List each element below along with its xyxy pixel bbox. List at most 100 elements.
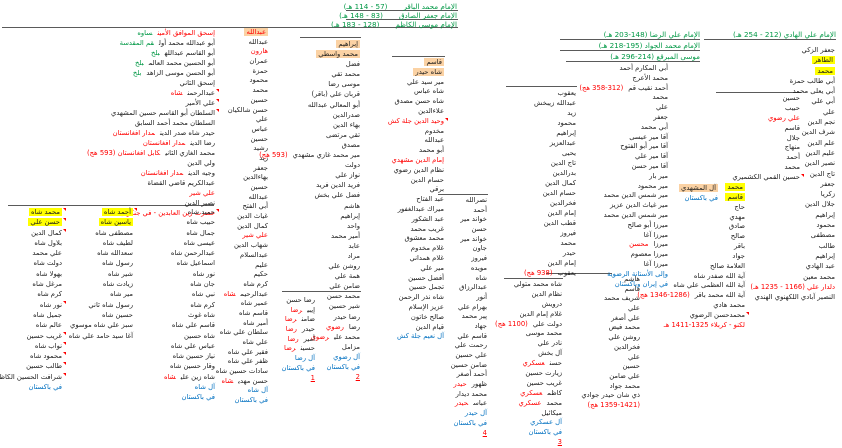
person-cell[interactable]: نواز علي (259, 170, 360, 180)
person-cell[interactable]: عبد الهادي (750, 261, 835, 271)
person-cell[interactable]: شاه زين علي شاه (164, 372, 215, 382)
person-cell[interactable]: تاج الدين (524, 158, 576, 168)
person-cell[interactable]: ميرزا معصوم (579, 250, 668, 260)
person-cell[interactable]: جميل شاه (0, 310, 62, 320)
person-cell[interactable]: عبدالكريم قاضي القضاة (87, 178, 215, 188)
person-cell[interactable]: بدرالدين (524, 168, 576, 178)
person-cell[interactable]: حمزة (216, 67, 268, 77)
person-cell[interactable]: مير شمس الدين محمد (579, 191, 668, 201)
person-cell[interactable]: علي الأمير (87, 98, 219, 108)
person-cell[interactable]: علي (579, 103, 668, 113)
person-cell[interactable]: مصدق (259, 140, 360, 150)
person-cell[interactable]: محمد عسكري (495, 399, 562, 409)
person-cell[interactable]: قاسم (732, 124, 800, 134)
person-cell[interactable]: العلامة صالح (637, 262, 745, 272)
person-cell[interactable]: محمود (216, 76, 269, 86)
person-cell[interactable]: محمد (750, 66, 835, 76)
imam-header-hadi[interactable]: الإمام علي الهادي (212 - 254 هـ) (733, 30, 836, 39)
person-cell[interactable]: أفضل حسين (388, 274, 444, 284)
person-cell[interactable]: طالب (750, 241, 835, 251)
person-cell[interactable]: آل المشهدي (679, 183, 718, 193)
person-cell[interactable]: جعفر (216, 164, 268, 174)
person-cell[interactable]: مير شمس الدين محمد (579, 211, 668, 221)
person-cell[interactable]: وحيد الدين جلة كش (388, 117, 449, 127)
person-cell[interactable]: شاه (451, 274, 487, 284)
person-cell[interactable]: محمد علي رضوي (259, 332, 360, 342)
person-cell[interactable]: ميراك عبدالغفور (388, 205, 444, 215)
person-cell[interactable]: مهدي (637, 213, 745, 223)
person-cell[interactable]: يعقوب (938 هج) (524, 268, 576, 278)
person-cell[interactable]: محمد (524, 238, 576, 248)
person-cell[interactable]: زكريا (750, 189, 835, 199)
imam-header-rida[interactable]: الإمام علي الرضا (148-203 هـ) (604, 30, 700, 39)
person-cell[interactable]: فضل علي بخش (259, 190, 360, 200)
person-cell[interactable]: حسن عسكري (495, 359, 563, 369)
person-cell[interactable]: إبراهيم (524, 128, 576, 138)
person-cell[interactable]: نواب شاه (0, 341, 67, 351)
person-cell[interactable]: مير علي (388, 264, 444, 274)
person-cell[interactable]: وإلى الأستانة الرضوية (579, 270, 668, 280)
person-cell[interactable]: كاظم عسكري (495, 389, 562, 399)
person-cell[interactable]: علي ضامن (581, 372, 640, 382)
person-cell[interactable]: رسول شاه (69, 258, 133, 268)
person-cell[interactable]: فيروز (524, 228, 576, 238)
person-cell[interactable]: پير محمد (451, 312, 487, 322)
person-cell[interactable]: آل عسكري (495, 418, 562, 428)
person-cell[interactable]: أبو محمد (388, 146, 444, 156)
person-cell[interactable]: علي (750, 107, 835, 117)
person-cell[interactable]: عليم الدين (750, 148, 835, 158)
person-cell[interactable]: أبي طالب حمزة (750, 76, 835, 86)
person-cell[interactable]: آل رضا (282, 354, 315, 364)
person-cell[interactable]: قاسم (388, 58, 444, 68)
person-cell[interactable]: بلاول شاه (0, 238, 62, 248)
imam-header-baqir[interactable]: الإمام محمد الباقر (57 - 114 هـ) (344, 2, 457, 11)
person-cell[interactable]: حسن علي (0, 217, 67, 227)
person-cell[interactable]: أبو القاسم عبدالله بلخ (87, 48, 215, 58)
person-cell[interactable]: سلطان علي شاه (216, 328, 268, 338)
person-cell[interactable]: محمد فيض (581, 323, 640, 333)
person-cell[interactable]: إمام الدين (524, 258, 576, 268)
person-cell[interactable]: علي (581, 353, 640, 363)
person-cell[interactable]: موسى رضا (259, 79, 360, 89)
person-cell[interactable]: علي أصغر (581, 314, 640, 324)
person-cell[interactable]: عمران (216, 57, 268, 67)
person-cell[interactable]: شاه نذر الرحمن (388, 293, 444, 303)
person-cell[interactable]: أبي المكارم أحمد (579, 64, 668, 74)
person-cell[interactable]: نادر علي (495, 339, 562, 349)
person-cell[interactable]: آية الله محمد باقر (1286-1346 هج) (637, 291, 745, 301)
person-cell[interactable]: إبراهيم (750, 251, 835, 261)
person-cell[interactable]: برقي (388, 185, 444, 195)
person-cell[interactable]: أبي يعلى محمد (750, 86, 835, 96)
person-cell[interactable]: آقا مير أبو الفتوح (579, 142, 668, 152)
person-cell[interactable]: حسن مهدي شاه (216, 377, 268, 387)
person-cell[interactable]: زيادت شاه (69, 279, 133, 289)
person-cell[interactable]: ميرزا آغا (579, 231, 668, 241)
person-cell[interactable]: رضا حيدر (259, 312, 360, 322)
person-cell[interactable]: آل نعيم جلة كش (388, 332, 444, 342)
person-cell[interactable]: آقا مير علي (579, 152, 668, 162)
person-cell[interactable]: حاج (637, 203, 745, 213)
person-cell[interactable]: وجيه الدين مدار افغانستان (87, 168, 215, 178)
person-cell[interactable]: آل رضوي (259, 352, 360, 362)
person-cell[interactable]: الطاهر (750, 55, 835, 65)
person-cell[interactable]: نبي شاه (164, 289, 215, 299)
person-cell[interactable]: حسن شالكيان (216, 106, 268, 116)
person-cell[interactable]: قاسم (581, 285, 640, 295)
person-cell[interactable]: عبدالرحيم شاه (216, 290, 268, 300)
person-cell[interactable]: عبد الفتاح (388, 195, 444, 205)
person-cell[interactable]: سعدالله شاه (69, 248, 133, 258)
person-cell[interactable]: أحمد أصغر (451, 370, 487, 380)
person-cell[interactable]: يعقوب (524, 88, 576, 98)
person-cell[interactable]: مزامل (259, 342, 360, 352)
person-cell[interactable]: محمد حسن (259, 291, 360, 301)
person-cell[interactable]: آل بخش (495, 349, 562, 359)
person-cell[interactable]: كرم شاه (216, 280, 268, 290)
person-cell[interactable]: شاه حسن مصدق (388, 97, 444, 107)
person-cell[interactable]: حيدر شاه صدر الدين مدار افغانستان (87, 128, 215, 138)
person-cell[interactable]: أبي علي (750, 96, 835, 106)
person-cell[interactable]: في باكستان (495, 428, 562, 438)
person-cell[interactable]: نظام الدين (495, 290, 563, 300)
person-cell[interactable]: محمود (524, 118, 577, 128)
person-cell[interactable]: السلطان أبو القاسم حسين المشهدي (87, 108, 219, 118)
person-cell[interactable]: حضرت زين العابدين - في جنكوال (87, 208, 219, 218)
